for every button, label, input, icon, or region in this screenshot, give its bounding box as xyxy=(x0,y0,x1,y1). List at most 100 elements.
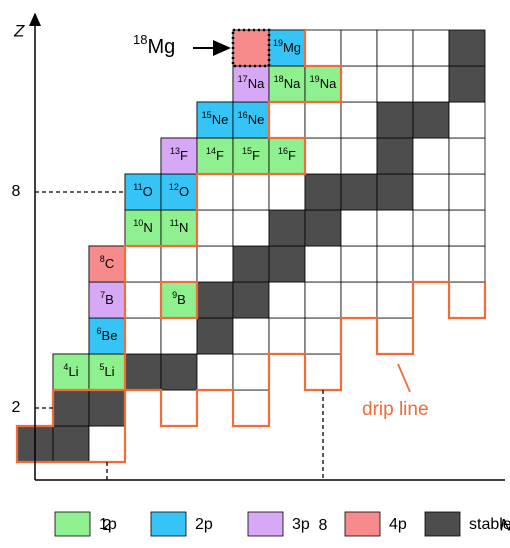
stable-cell xyxy=(196,317,234,355)
mass-number: 11 xyxy=(170,218,179,228)
cell xyxy=(124,245,162,283)
stable-cell xyxy=(448,65,486,103)
cell xyxy=(376,65,414,103)
nuclide-cell xyxy=(268,29,306,67)
legend-label: 1p xyxy=(99,516,117,533)
cell xyxy=(160,317,198,355)
mass-number: 17 xyxy=(238,74,248,84)
nuclide-label: 15F xyxy=(242,146,260,163)
stable-cell xyxy=(52,389,90,427)
nuclide-label: 12O xyxy=(169,182,189,199)
nuclide-label: 13F xyxy=(170,146,188,163)
mass-number: 19 xyxy=(273,38,283,48)
cell xyxy=(412,65,450,103)
element-symbol: O xyxy=(143,184,153,199)
nuclide-label: 8C xyxy=(100,254,114,271)
cell xyxy=(304,281,342,319)
cell xyxy=(376,281,414,319)
cell xyxy=(340,209,378,247)
element-symbol: Be xyxy=(102,328,118,343)
stable-cell xyxy=(412,101,450,139)
cell xyxy=(412,209,450,247)
cell xyxy=(412,137,450,175)
cell xyxy=(340,65,378,103)
y-tick-label: 2 xyxy=(12,399,21,416)
cell xyxy=(160,245,198,283)
element-symbol: F xyxy=(252,148,260,163)
cell xyxy=(304,101,342,139)
mass-number: 10 xyxy=(133,218,143,228)
element-symbol: O xyxy=(179,184,189,199)
cell xyxy=(448,137,486,175)
drip-pointer xyxy=(397,363,411,393)
cell xyxy=(196,245,234,283)
mass-number: 12 xyxy=(169,182,179,192)
nuclide-label: 16F xyxy=(278,146,296,163)
element-symbol: C xyxy=(105,256,114,271)
mass-number: 9 xyxy=(172,290,177,300)
cell xyxy=(376,29,414,67)
stable-cell xyxy=(268,245,306,283)
nuclide-cell xyxy=(52,353,90,391)
cell xyxy=(88,425,126,463)
cell xyxy=(448,101,486,139)
cell xyxy=(268,173,306,211)
mass-number: 7 xyxy=(100,290,105,300)
nuclide-label: 11N xyxy=(170,218,189,235)
element-symbol: F xyxy=(180,148,188,163)
legend: 1p 2p 3p 4p stable xyxy=(54,511,510,537)
x-tick-label: 8 xyxy=(319,517,328,534)
cell xyxy=(124,281,162,319)
element-symbol: F xyxy=(216,148,224,163)
y-tick-label: 8 xyxy=(12,183,21,200)
nuclide-label: 7B xyxy=(100,290,114,307)
cell xyxy=(412,29,450,67)
nuclide-cell xyxy=(160,281,198,319)
nuclide-cell xyxy=(196,137,234,175)
element-symbol: N xyxy=(179,220,188,235)
cell xyxy=(268,101,306,139)
element-symbol: Ne xyxy=(248,112,265,127)
nuclide-label: 19Na xyxy=(310,74,337,91)
nuclide-label: 15Ne xyxy=(202,110,229,127)
legend-label: 3p xyxy=(292,516,310,533)
x-tick-label: 2 xyxy=(103,517,112,534)
nuclide-label: 18Na xyxy=(274,74,301,91)
nuclide-cell xyxy=(232,101,270,139)
cell xyxy=(232,317,270,355)
mass-number: 4 xyxy=(63,362,68,372)
cell xyxy=(304,245,342,283)
annotation-mass: 18 xyxy=(133,32,147,47)
cell xyxy=(448,173,486,211)
legend-label: 2p xyxy=(195,516,213,533)
annotation: 18Mg xyxy=(133,32,175,58)
nuclide-cell xyxy=(88,245,126,283)
nuclide-label: 17Na xyxy=(238,74,265,91)
cell xyxy=(340,281,378,319)
cell xyxy=(448,281,486,319)
cell xyxy=(268,317,306,355)
cell xyxy=(448,245,486,283)
stable-cell xyxy=(196,281,234,319)
highlight-box xyxy=(231,28,271,68)
cell xyxy=(232,389,270,427)
stable-cell xyxy=(304,173,342,211)
element-symbol: Ne xyxy=(212,112,229,127)
legend-swatch xyxy=(424,511,461,537)
cell xyxy=(196,173,234,211)
legend-swatch xyxy=(54,511,91,537)
stable-cell xyxy=(88,389,126,427)
cell xyxy=(196,353,234,391)
legend-swatch xyxy=(247,511,284,537)
cell xyxy=(340,29,378,67)
mass-number: 15 xyxy=(202,110,212,120)
stable-cell xyxy=(304,209,342,247)
outline-9b xyxy=(159,280,199,320)
drip-line-label: drip line xyxy=(362,399,429,420)
mass-number: 14 xyxy=(206,146,216,156)
mass-number: 11 xyxy=(133,182,142,192)
cell xyxy=(232,209,270,247)
cell xyxy=(448,209,486,247)
nuclide-label: 9B xyxy=(172,290,186,307)
